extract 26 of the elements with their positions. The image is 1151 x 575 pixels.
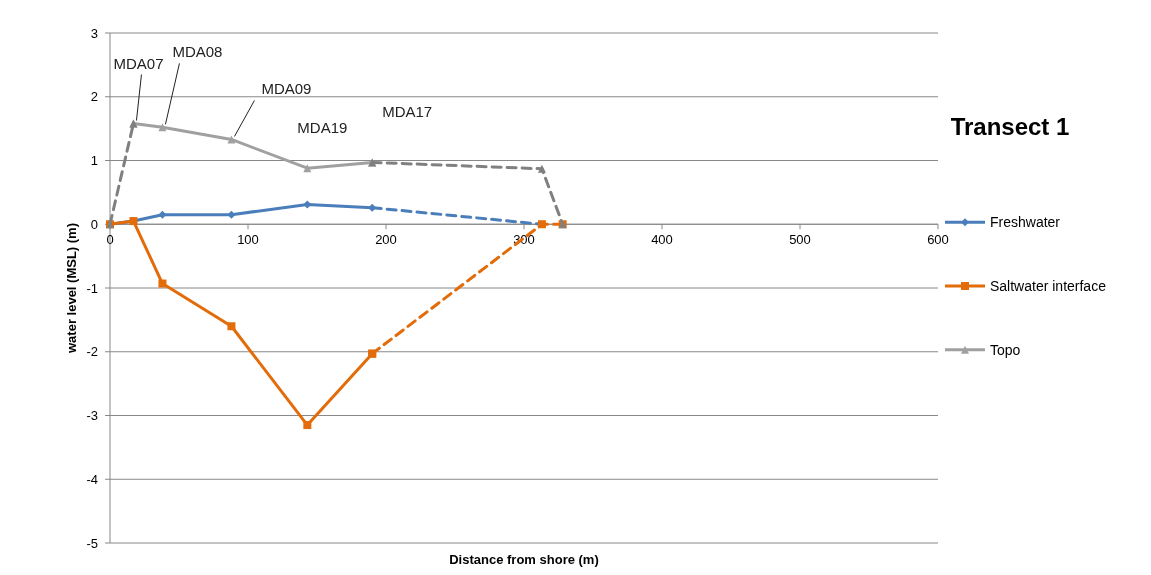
annotation: MDA08	[172, 43, 223, 61]
y-tick-label: -5	[86, 535, 98, 551]
annotation: MDA09	[261, 80, 312, 98]
y-tick-label: 2	[90, 89, 98, 105]
legend-label: Topo	[990, 341, 1021, 358]
text: Transect 1	[950, 113, 1070, 140]
y-tick-label: 0	[90, 216, 98, 232]
annotation: MDA07	[113, 54, 164, 72]
y-tick-label: -1	[86, 280, 98, 296]
x-tick-label: 100	[237, 232, 259, 248]
legend-label: Saltwater interface	[990, 277, 1107, 294]
y-tick-label: -4	[86, 471, 98, 487]
y-axis-title: water level (MSL) (m)	[64, 222, 79, 355]
x-tick-label: 400	[651, 232, 673, 248]
x-tick-label: 500	[789, 232, 811, 248]
annotation: MDA19	[297, 119, 348, 137]
legend-label: Freshwater	[990, 214, 1061, 231]
y-tick-label: 3	[90, 25, 98, 41]
x-tick-label: 200	[375, 232, 397, 248]
x-tick-label: 0	[106, 232, 114, 248]
annotation: MDA17	[382, 103, 433, 121]
y-tick-label: -2	[86, 344, 98, 360]
y-tick-label: 1	[90, 153, 98, 169]
y-tick-label: -3	[86, 408, 98, 424]
x-tick-label: 600	[927, 232, 949, 248]
x-axis-title: Distance from shore (m)	[449, 552, 599, 567]
